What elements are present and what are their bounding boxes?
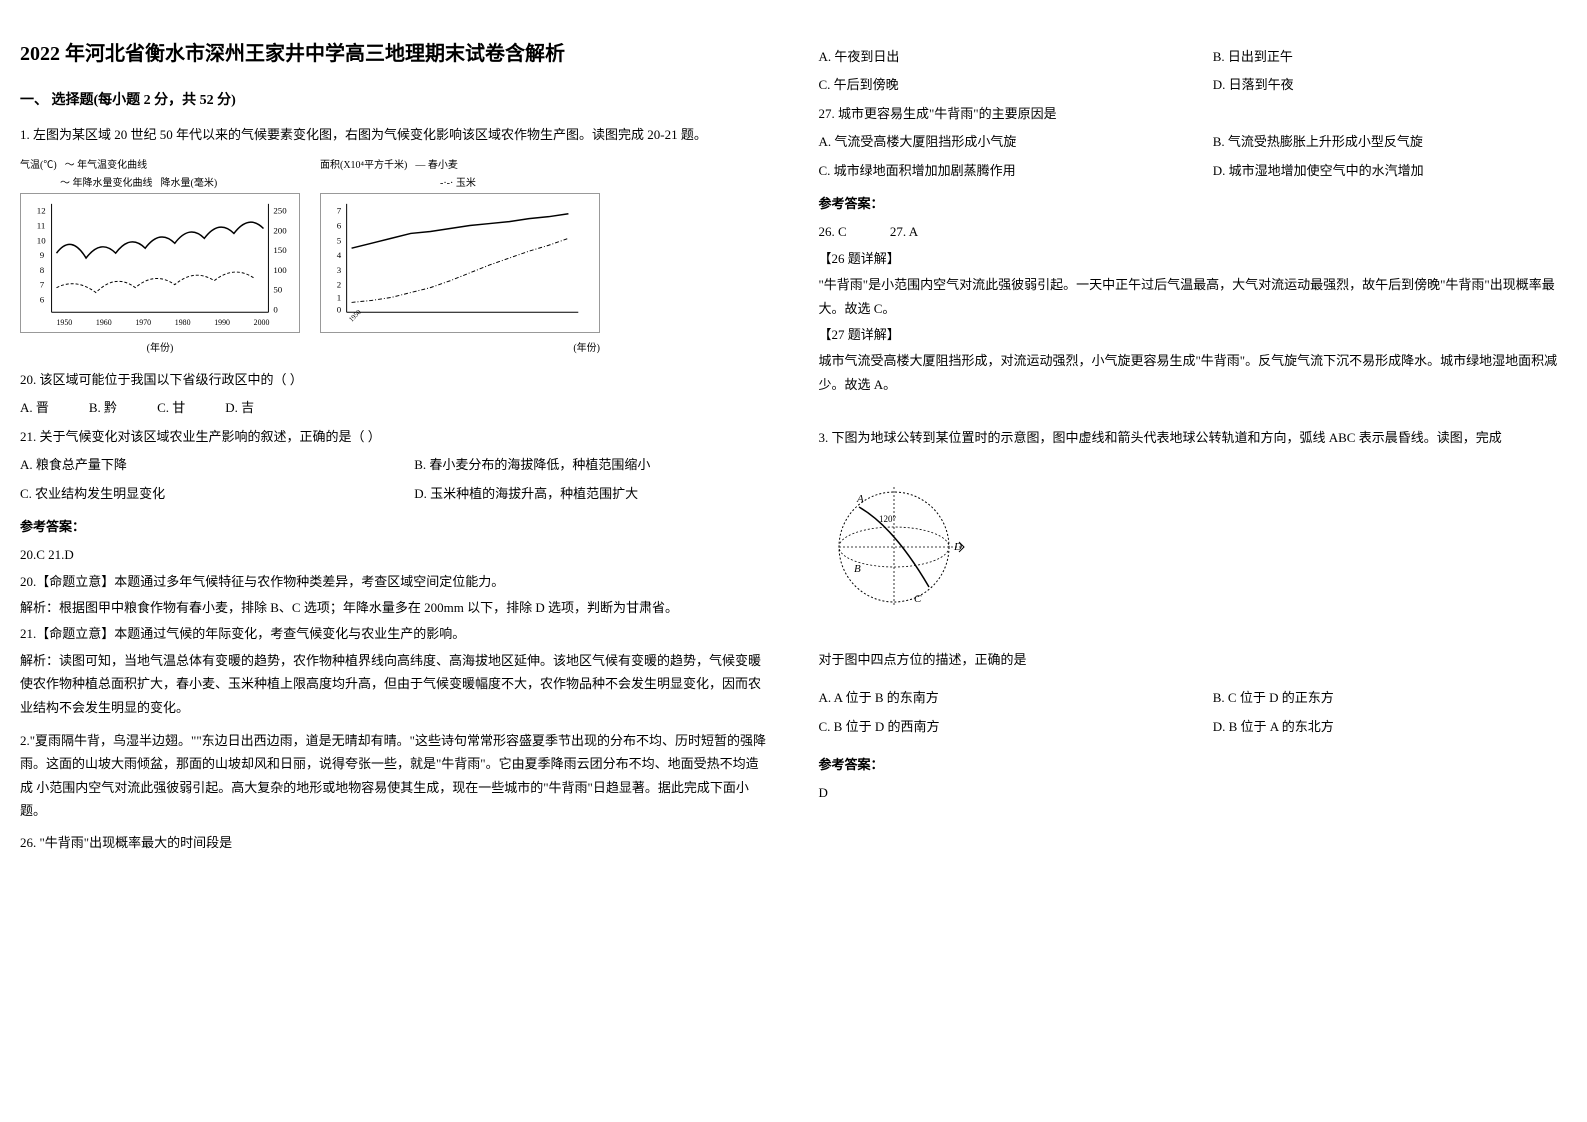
q27-text: 27. 城市更容易生成"牛背雨"的主要原因是 (819, 102, 1568, 125)
q26-opt-c: C. 午后到傍晚 (819, 73, 1173, 96)
chart-left-legend2: 〜 年降水量变化曲线 降水量(毫米) (20, 175, 300, 193)
q3-opt-d: D. B 位于 A 的东北方 (1213, 715, 1567, 738)
q26-text: 26. "牛背雨"出现概率最大的时间段是 (20, 831, 769, 854)
q3-question: 对于图中四点方位的描述，正确的是 (819, 648, 1568, 671)
explain27: 城市气流受高楼大厦阻挡形成，对流运动强烈，小气旋更容易生成"牛背雨"。反气旋气流… (819, 349, 1568, 396)
svg-text:9: 9 (40, 250, 45, 260)
svg-text:12: 12 (37, 205, 46, 215)
svg-text:1980: 1980 (175, 318, 191, 327)
svg-text:11: 11 (37, 220, 46, 230)
q21-options: A. 粮食总产量下降 B. 春小麦分布的海拔降低，种植范围缩小 C. 农业结构发… (20, 453, 769, 505)
q20-opt-d: D. 吉 (225, 396, 254, 419)
svg-text:5: 5 (337, 235, 342, 245)
chart-left-wrapper: 气温(℃) 〜 年气温变化曲线 〜 年降水量变化曲线 降水量(毫米) 12 11… (20, 157, 300, 358)
svg-text:100: 100 (273, 264, 287, 274)
section-header: 一、 选择题(每小题 2 分，共 52 分) (20, 88, 769, 113)
crop-chart: 7 6 5 4 3 2 1 0 1950 (320, 193, 600, 333)
chart-right-legend2: -·-· 玉米 (320, 175, 600, 193)
svg-text:1: 1 (337, 292, 341, 302)
q21-opt-c: C. 农业结构发生明显变化 (20, 482, 374, 505)
q21-opt-d: D. 玉米种植的海拔升高，种植范围扩大 (414, 482, 768, 505)
chart-right-xlabel: (年份) (320, 340, 600, 358)
explain27-title: 【27 题详解】 (819, 323, 1568, 346)
exam-title: 2022 年河北省衡水市深州王家井中学高三地理期末试卷含解析 (20, 40, 769, 68)
svg-text:4: 4 (337, 250, 342, 260)
q20-text: 20. 该区域可能位于我国以下省级行政区中的（ ） (20, 368, 769, 391)
left-column: 2022 年河北省衡水市深州王家井中学高三地理期末试卷含解析 一、 选择题(每小… (20, 40, 769, 857)
climate-chart: 12 11 10 9 8 7 6 250 200 150 50 100 0 19… (20, 193, 300, 333)
q20-opt-c: C. 甘 (157, 396, 185, 419)
q1-intro: 1. 左图为某区域 20 世纪 50 年代以来的气候要素变化图，右图为气候变化影… (20, 123, 769, 146)
q1-answer-label: 参考答案： (20, 515, 769, 538)
right-column: A. 午夜到日出 B. 日出到正午 C. 午后到傍晚 D. 日落到午夜 27. … (819, 40, 1568, 857)
q27-opt-c: C. 城市绿地面积增加加剧蒸腾作用 (819, 159, 1173, 182)
explain20-title: 20.【命题立意】本题通过多年气候特征与农作物种类差异，考查区域空间定位能力。 (20, 570, 769, 593)
svg-text:3: 3 (337, 264, 342, 274)
earth-diagram: A B C D 120° (819, 472, 969, 622)
q1-answer: 20.C 21.D (20, 543, 769, 566)
svg-text:1990: 1990 (214, 318, 230, 327)
q3-answer: D (819, 781, 1568, 804)
q26-opt-d: D. 日落到午夜 (1213, 73, 1567, 96)
svg-text:1950: 1950 (57, 318, 73, 327)
svg-text:10: 10 (37, 235, 46, 245)
chart-right-legend: 面积(X10⁴平方千米) — 春小麦 (320, 157, 600, 175)
ylabel-left: 气温(℃) (20, 157, 57, 175)
svg-text:7: 7 (40, 279, 45, 289)
q20-opt-b: B. 黔 (89, 396, 117, 419)
q2-answers: 26. C 27. A (819, 220, 1568, 243)
explain21-title: 21.【命题立意】本题通过气候的年际变化，考查气候变化与农业生产的影响。 (20, 622, 769, 645)
chart-left-legend: 气温(℃) 〜 年气温变化曲线 (20, 157, 300, 175)
explain26-title: 【26 题详解】 (819, 247, 1568, 270)
explain20: 解析：根据图甲中粮食作物有春小麦，排除 B、C 选项；年降水量多在 200mm … (20, 596, 769, 619)
explain21: 解析：读图可知，当地气温总体有变暖的趋势，农作物种植界线向高纬度、高海拔地区延伸… (20, 649, 769, 719)
svg-text:1960: 1960 (96, 318, 112, 327)
q3-opt-b: B. C 位于 D 的正东方 (1213, 686, 1567, 709)
svg-text:120°: 120° (879, 514, 897, 524)
svg-text:6: 6 (40, 294, 45, 304)
svg-text:0: 0 (273, 304, 278, 314)
q21-text: 21. 关于气候变化对该区域农业生产影响的叙述，正确的是（ ） (20, 425, 769, 448)
q21-opt-b: B. 春小麦分布的海拔降低，种植范围缩小 (414, 453, 768, 476)
ylabel-right: 降水量(毫米) (161, 175, 218, 193)
svg-text:D: D (953, 541, 962, 553)
svg-text:250: 250 (273, 205, 287, 215)
q2-answer-label: 参考答案： (819, 192, 1568, 215)
q2-intro: 2."夏雨隔牛背，鸟湿半边翅。""东边日出西边雨，道是无晴却有晴。"这些诗句常常… (20, 729, 769, 823)
q21-opt-a: A. 粮食总产量下降 (20, 453, 374, 476)
q27-opt-d: D. 城市湿地增加使空气中的水汽增加 (1213, 159, 1567, 182)
svg-text:6: 6 (337, 220, 342, 230)
explain26: "牛背雨"是小范围内空气对流此强彼弱引起。一天中正午过后气温最高，大气对流运动最… (819, 273, 1568, 320)
svg-text:50: 50 (273, 284, 282, 294)
svg-text:C: C (914, 593, 922, 605)
q3-opt-c: C. B 位于 D 的西南方 (819, 715, 1173, 738)
q26-opt-a: A. 午夜到日出 (819, 45, 1173, 68)
chart-left-xlabel: (年份) (20, 340, 300, 358)
q20-options: A. 晋 B. 黔 C. 甘 D. 吉 (20, 396, 769, 419)
svg-text:A: A (856, 493, 864, 505)
chart-right-wrapper: 面积(X10⁴平方千米) — 春小麦 -·-· 玉米 7 6 5 4 3 2 1… (320, 157, 600, 358)
q27-options: A. 气流受高楼大厦阻挡形成小气旋 B. 气流受热膨胀上升形成小型反气旋 C. … (819, 130, 1568, 182)
q27-opt-b: B. 气流受热膨胀上升形成小型反气旋 (1213, 130, 1567, 153)
svg-text:B: B (854, 563, 861, 575)
svg-text:1950: 1950 (348, 308, 363, 323)
q26-options: A. 午夜到日出 B. 日出到正午 C. 午后到傍晚 D. 日落到午夜 (819, 45, 1568, 97)
svg-text:7: 7 (337, 205, 342, 215)
svg-text:150: 150 (273, 245, 287, 255)
q3-opt-a: A. A 位于 B 的东南方 (819, 686, 1173, 709)
q3-intro: 3. 下图为地球公转到某位置时的示意图，图中虚线和箭头代表地球公转轨道和方向，弧… (819, 426, 1568, 449)
charts-container: 气温(℃) 〜 年气温变化曲线 〜 年降水量变化曲线 降水量(毫米) 12 11… (20, 157, 769, 358)
svg-text:2: 2 (337, 279, 341, 289)
q3-answer-label: 参考答案： (819, 753, 1568, 776)
q3-options: A. A 位于 B 的东南方 B. C 位于 D 的正东方 C. B 位于 D … (819, 686, 1568, 738)
svg-text:200: 200 (273, 225, 287, 235)
q26-opt-b: B. 日出到正午 (1213, 45, 1567, 68)
q27-opt-a: A. 气流受高楼大厦阻挡形成小气旋 (819, 130, 1173, 153)
svg-text:1970: 1970 (135, 318, 151, 327)
svg-text:2000: 2000 (254, 318, 270, 327)
q20-opt-a: A. 晋 (20, 396, 49, 419)
svg-text:8: 8 (40, 264, 45, 274)
svg-text:0: 0 (337, 304, 342, 314)
